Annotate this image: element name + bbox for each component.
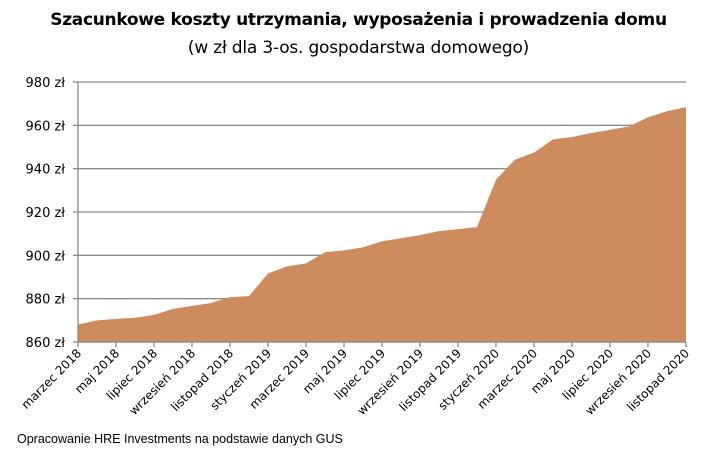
y-tick-label: 920 zł — [26, 206, 66, 221]
area-series — [78, 107, 686, 342]
chart-subtitle: (w zł dla 3-os. gospodarstwa domowego) — [187, 38, 530, 58]
y-tick-label: 940 zł — [26, 163, 66, 178]
y-tick-label: 880 zł — [26, 293, 66, 308]
y-tick-label: 900 zł — [26, 249, 66, 264]
axes — [73, 81, 687, 347]
source-note: Opracowanie HRE Investments na podstawie… — [17, 432, 343, 446]
y-tick-label: 960 zł — [26, 119, 66, 134]
x-tick-label: wrzesień 2020 — [582, 346, 654, 418]
y-tick-label: 980 zł — [26, 76, 66, 91]
y-tick-label: 860 zł — [26, 336, 66, 351]
x-tick-label: wrzesień 2018 — [126, 346, 198, 418]
x-tick-label: marzec 2018 — [19, 346, 84, 411]
x-tick-label: wrzesień 2019 — [354, 346, 426, 418]
chart-title: Szacunkowe koszty utrzymania, wyposażeni… — [50, 10, 667, 30]
y-axis-labels: 860 zł 880 zł 900 zł 920 zł 940 zł 960 zł 980 … — [26, 76, 66, 351]
